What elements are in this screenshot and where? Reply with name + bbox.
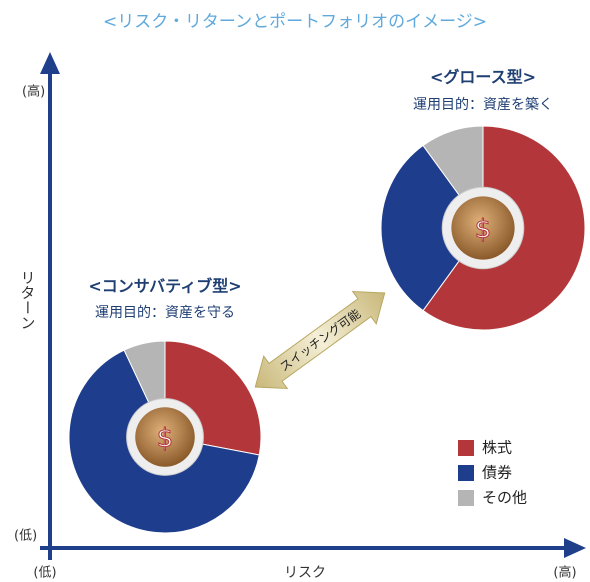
switch-label: スイッチング可能 — [277, 307, 363, 375]
y-low: (低) — [14, 529, 37, 544]
y-arrow — [40, 52, 60, 74]
portfolio-name: <コンサバティブ型> — [88, 277, 241, 296]
y-high: (高) — [22, 84, 45, 100]
portfolio-purpose: 運用目的：資産を築く — [413, 97, 553, 113]
legend-label: 株式 — [482, 439, 512, 457]
coin-symbol: $ — [157, 424, 174, 454]
coin-symbol: $ — [475, 215, 492, 245]
x-label: リスク — [284, 565, 326, 581]
y-label: リターン — [19, 270, 37, 330]
x-arrow — [564, 538, 586, 558]
portfolio-purpose: 運用目的：資産を守る — [95, 305, 235, 321]
coin — [451, 196, 515, 260]
x-high: (高) — [553, 565, 576, 581]
switch-arrow: スイッチング可能 — [254, 290, 386, 390]
x-low: (低) — [33, 566, 56, 581]
chart-title: <リスク・リターンとポートフォリオのイメージ> — [103, 12, 487, 32]
legend-label: その他 — [482, 489, 527, 507]
coin — [135, 407, 195, 467]
legend-label: 債券 — [482, 464, 512, 482]
portfolio-name: <グロース型> — [430, 68, 536, 87]
double-arrow — [254, 290, 386, 390]
legend-swatch — [458, 465, 474, 481]
legend-swatch — [458, 490, 474, 506]
legend-swatch — [458, 440, 474, 456]
pie-slice — [380, 144, 484, 312]
